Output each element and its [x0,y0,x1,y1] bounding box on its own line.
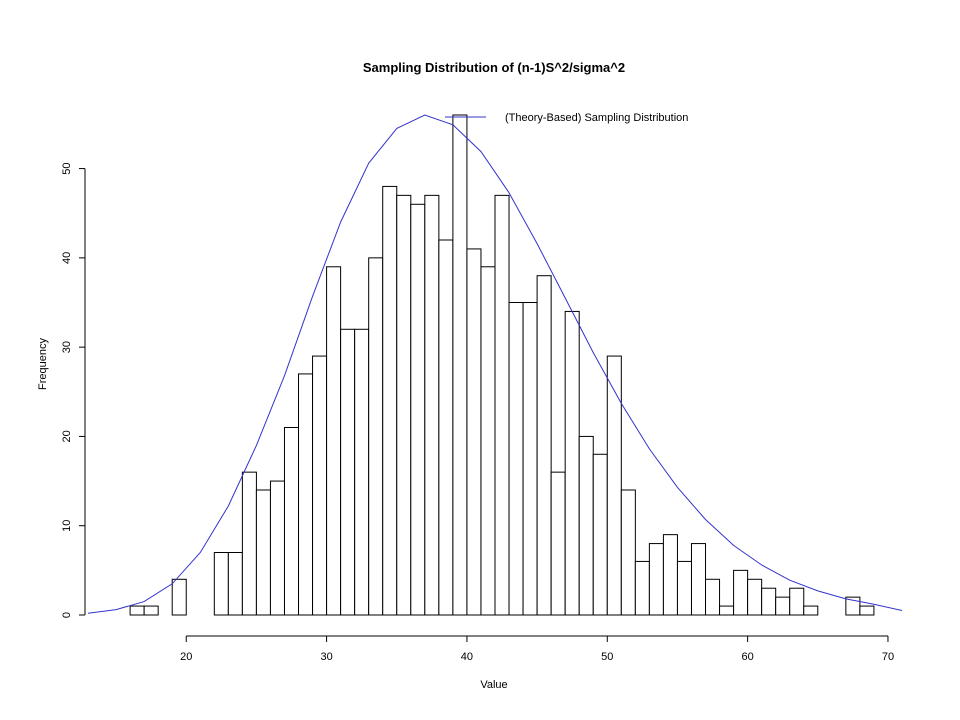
histogram-bar [283,427,300,616]
histogram-bar [312,355,328,616]
y-tick-label: 50 [61,162,73,174]
histogram-bars [129,114,875,616]
theory-curve-line [87,114,903,614]
x-axis: 20 30 40 50 60 70 [180,635,894,663]
x-axis-label: Value [480,679,507,691]
histogram-bar [536,275,552,616]
y-tick-label: 10 [61,520,73,532]
legend: (Theory-Based) Sampling Distribution [445,112,688,124]
histogram-bar [662,534,678,616]
histogram-bar [705,578,721,616]
histogram-bar [564,310,580,616]
histogram-bar [676,560,692,616]
histogram-bar [410,203,426,616]
y-tick-label: 30 [61,341,73,353]
histogram-bar [438,239,454,616]
histogram-bar [690,543,707,616]
y-tick-label: 40 [61,252,73,264]
histogram-bar [227,552,243,616]
histogram-bar [354,328,370,616]
x-tick-label: 70 [882,651,894,663]
histogram-bar [508,302,524,616]
y-axis-label: Frequency [37,338,49,390]
histogram-bar [340,328,356,616]
histogram-bar [747,578,763,616]
histogram-bar [213,552,229,616]
x-tick-label: 60 [741,651,753,663]
x-tick-label: 40 [461,651,473,663]
histogram-bar [592,453,608,616]
histogram-bar [241,471,257,616]
histogram-bar [129,605,145,616]
histogram-bar [719,605,735,616]
x-tick-label: 20 [180,651,192,663]
histogram-bar [396,194,412,616]
histogram-bar [733,569,749,616]
chart-title: Sampling Distribution of (n-1)S^2/sigma^… [363,60,625,75]
histogram-bar [466,248,482,616]
histogram-bar [298,373,314,616]
histogram-bar [522,302,538,616]
theory-curve-layer [87,114,903,614]
x-tick-label: 50 [601,651,613,663]
y-tick-label: 20 [61,430,73,442]
x-tick-label: 30 [320,651,332,663]
histogram-bar [171,578,187,616]
histogram-bar [494,194,510,616]
histogram-bar [480,266,496,616]
histogram-bar [789,587,805,616]
histogram-bar [578,435,594,616]
histogram-bar [775,596,791,616]
histogram-bar [606,355,622,616]
histogram-bar [859,605,875,616]
histogram-bar [648,543,664,616]
histogram-bar [550,471,566,616]
histogram-bar [326,266,342,616]
histogram-bar [382,185,398,616]
histogram-bar [634,560,650,616]
y-axis: 0 10 20 30 40 50 [61,162,86,618]
histogram-bar [620,489,636,616]
y-tick-label: 0 [61,612,73,618]
histogram-bar [803,605,819,616]
histogram-bar [255,489,271,616]
histogram-bar [452,114,468,616]
histogram-bar [269,480,285,616]
histogram-bar [761,587,777,616]
histogram-bar [368,257,384,616]
legend-label: (Theory-Based) Sampling Distribution [505,112,688,124]
histogram-bar [424,194,440,616]
histogram-bar [143,605,159,616]
